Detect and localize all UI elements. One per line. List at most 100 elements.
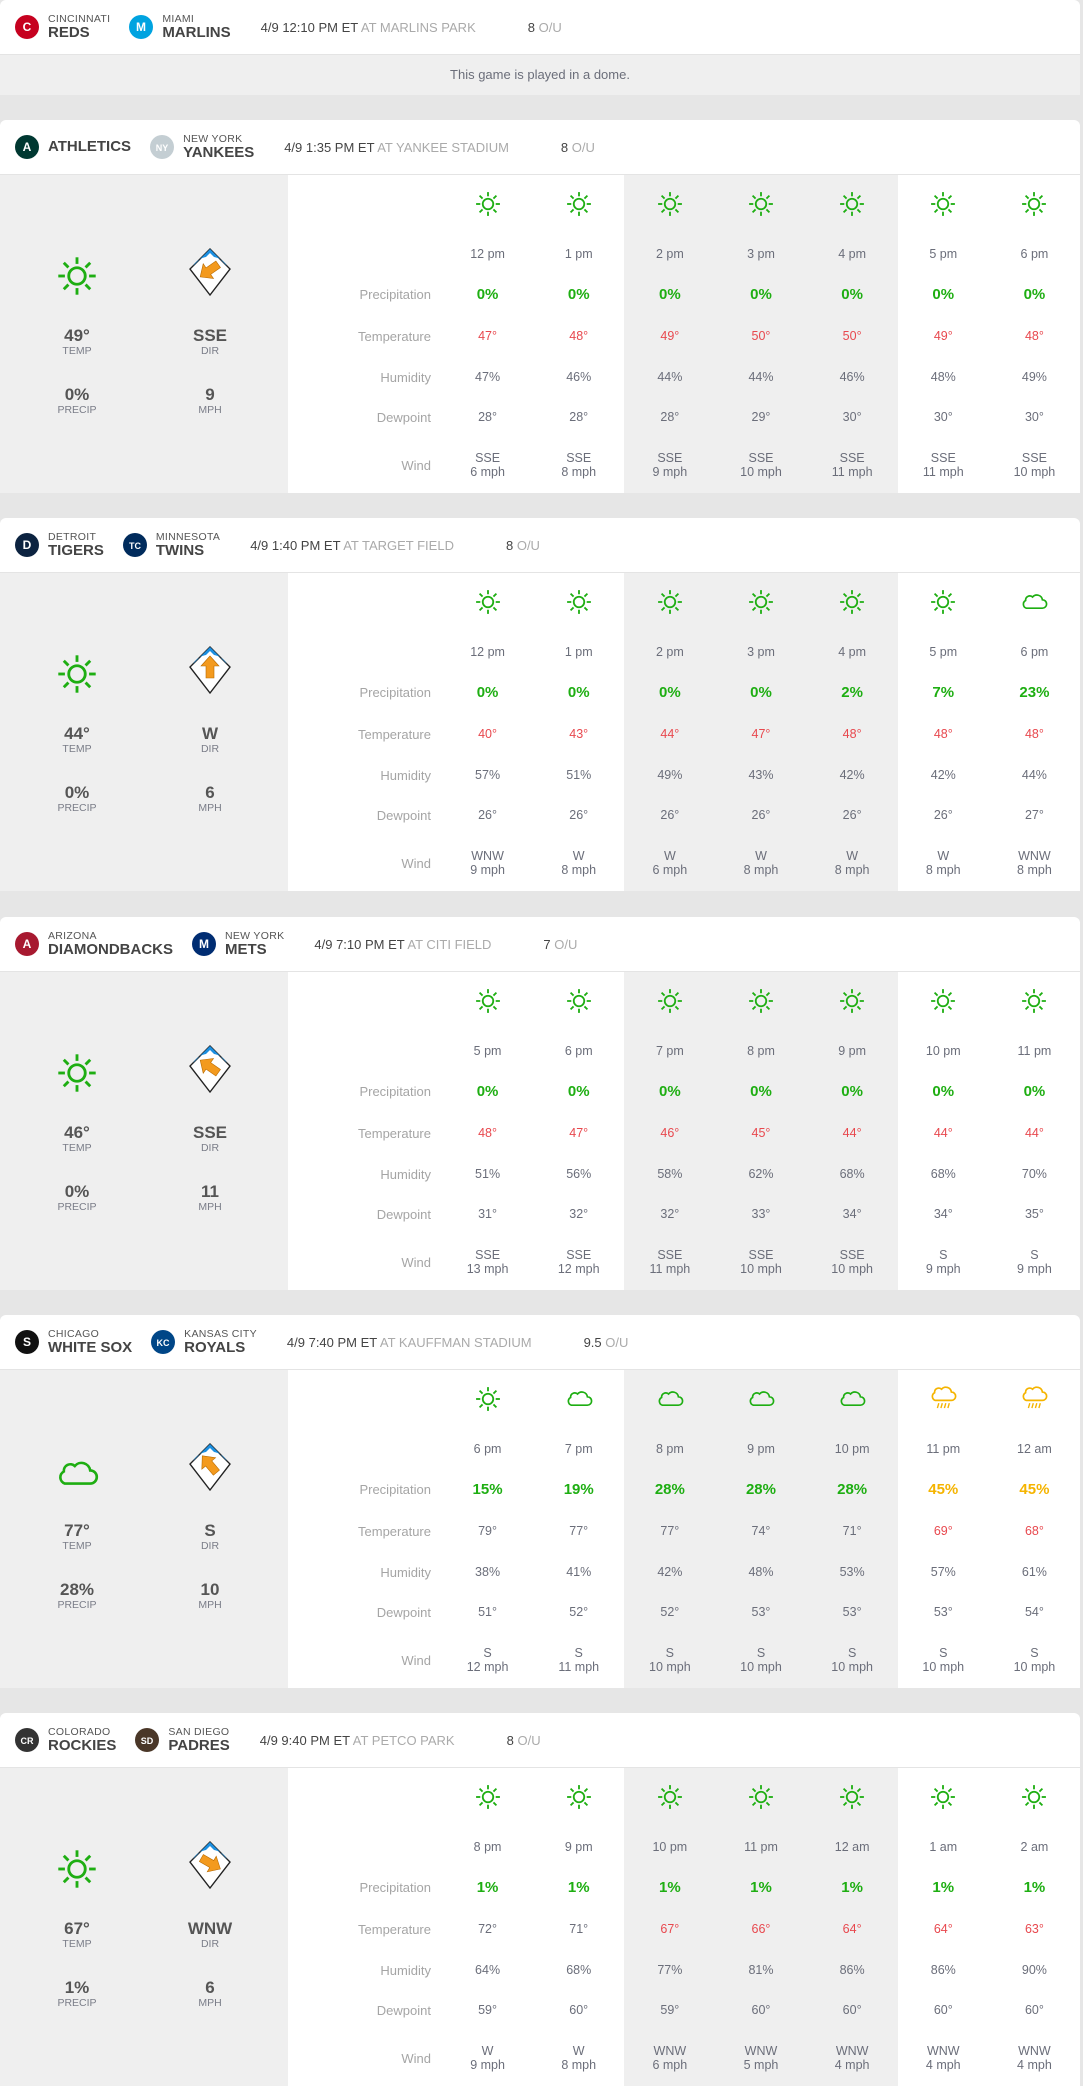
precip-value: 1% — [1023, 1878, 1046, 1896]
dewpoint-label: Dewpoint — [376, 1206, 431, 1222]
temp-value: 63° — [1024, 1922, 1044, 1936]
wind-value: SSE 8 mph — [533, 437, 624, 493]
precip-value: 1% — [567, 1878, 590, 1896]
hour-time: 7 pm — [564, 1442, 593, 1456]
away-team[interactable]: A ATHLETICS — [14, 133, 131, 161]
home-team[interactable]: KC KANSAS CITY ROYALS — [150, 1328, 257, 1356]
precip-label: Precipitation — [359, 1481, 431, 1497]
sun-icon — [533, 1768, 624, 1828]
home-team[interactable]: M NEW YORK METS — [191, 930, 284, 958]
home-team[interactable]: NY NEW YORK YANKEES — [149, 133, 254, 161]
summary-speed-label: MPH — [198, 1201, 222, 1213]
wind-value: S 10 mph — [807, 1632, 898, 1688]
precip-label: Precipitation — [359, 684, 431, 700]
temp-value: 48° — [933, 727, 953, 741]
weather-summary: 77° TEMP S DIR 28% PRECIP 10 MPH — [0, 1370, 288, 1688]
royals-logo: KC — [150, 1328, 176, 1356]
hour-time: 2 pm — [655, 247, 684, 261]
ou-label: O/U — [538, 19, 562, 35]
humidity-value: 86% — [930, 1963, 956, 1977]
wind-dir: S — [665, 1646, 675, 1660]
wind-label: Wind — [401, 2050, 431, 2066]
away-team[interactable]: S CHICAGO WHITE SOX — [14, 1328, 132, 1356]
weather-summary: 67° TEMP WNW DIR 1% PRECIP 6 MPH — [0, 1768, 288, 2086]
svg-text:S: S — [23, 1335, 31, 1349]
precip-value: 0% — [1023, 285, 1046, 303]
humidity-value: 38% — [475, 1565, 501, 1579]
hour-time: 12 pm — [470, 645, 505, 659]
over-under: 8 O/U — [561, 140, 595, 155]
away-team[interactable]: CR COLORADO ROCKIES — [14, 1726, 116, 1754]
wind-speed: 12 mph — [557, 1262, 600, 1276]
wind-speed: 10 mph — [922, 1660, 965, 1674]
wind-direction-compass-icon — [188, 1442, 232, 1497]
wind-dir: WNW — [471, 849, 504, 863]
humidity-value: 64% — [475, 1963, 501, 1977]
precip-value: 0% — [750, 683, 772, 701]
team-name: YANKEES — [183, 143, 255, 161]
team-city: MINNESOTA — [155, 530, 221, 543]
humidity-label: Humidity — [380, 369, 431, 385]
rain-icon — [989, 1370, 1080, 1430]
ou-label: O/U — [516, 537, 540, 553]
home-team[interactable]: SD SAN DIEGO PADRES — [134, 1726, 230, 1754]
humidity-label: Humidity — [380, 1962, 431, 1978]
humidity-value: 86% — [839, 1963, 865, 1977]
dewpoint-label: Dewpoint — [376, 409, 431, 425]
over-under: 9.5 O/U — [584, 1335, 629, 1350]
temp-value: 48° — [569, 329, 589, 343]
venue: AT KAUFFMAN STADIUM — [379, 1334, 532, 1350]
over-under: 7 O/U — [543, 937, 577, 952]
home-team[interactable]: M MIAMI MARLINS — [128, 13, 231, 41]
home-team[interactable]: TC MINNESOTA TWINS — [122, 531, 220, 559]
wind-dir: SSE — [839, 1248, 865, 1262]
cloud-icon — [55, 1455, 99, 1495]
dewpoint-value: 28° — [569, 410, 589, 424]
away-team[interactable]: C CINCINNATI REDS — [14, 13, 110, 41]
summary-speed-label: MPH — [198, 1997, 222, 2009]
game-time: 4/9 7:10 PM ET AT CITI FIELD — [314, 937, 491, 952]
precip-value: 1% — [476, 1878, 499, 1896]
over-under: 8 O/U — [506, 538, 540, 553]
game-time: 4/9 1:40 PM ET AT TARGET FIELD — [250, 538, 454, 553]
hour-time: 12 am — [834, 1840, 870, 1854]
precip-value: 45% — [1019, 1480, 1050, 1498]
ou-value: 8 — [527, 19, 535, 35]
dewpoint-value: 53° — [933, 1605, 953, 1619]
wind-dir: W — [663, 849, 676, 863]
dewpoint-value: 29° — [751, 410, 771, 424]
dewpoint-value: 60° — [569, 2003, 589, 2017]
dewpoint-value: 51° — [478, 1605, 498, 1619]
away-team[interactable]: A ARIZONA DIAMONDBACKS — [14, 930, 173, 958]
summary-temp: 77° — [64, 1521, 90, 1540]
hour-time: 10 pm — [652, 1840, 688, 1854]
temp-value: 50° — [842, 329, 862, 343]
sun-icon — [55, 1051, 99, 1100]
humidity-label: Humidity — [380, 1166, 431, 1182]
humidity-value: 81% — [748, 1963, 774, 1977]
summary-temp-label: TEMP — [62, 743, 92, 755]
rockies-logo: CR — [14, 1726, 40, 1754]
hour-time: 6 pm — [564, 1044, 593, 1058]
temp-value: 79° — [478, 1524, 498, 1538]
sun-icon — [989, 1768, 1080, 1828]
summary-precip-label: PRECIP — [57, 802, 97, 814]
wind-speed: 10 mph — [649, 1660, 691, 1674]
away-team[interactable]: D DETROIT TIGERS — [14, 531, 104, 559]
summary-temp: 44° — [64, 724, 90, 743]
svg-text:D: D — [23, 538, 32, 552]
hour-time: 8 pm — [655, 1442, 684, 1456]
game-card: A ATHLETICS NY NEW YORK YANKEES 4/9 1:35… — [0, 120, 1080, 493]
temp-value: 77° — [660, 1524, 680, 1538]
wind-dir: S — [756, 1646, 766, 1660]
dewpoint-value: 60° — [1024, 2003, 1044, 2017]
precip-value: 0% — [659, 1082, 681, 1100]
athletics-logo: A — [14, 133, 40, 161]
summary-temp-label: TEMP — [62, 1142, 92, 1154]
wind-speed: 4 mph — [1017, 2058, 1052, 2072]
team-name: PADRES — [168, 1736, 230, 1754]
precip-value: 28% — [837, 1480, 868, 1498]
precip-value: 28% — [745, 1480, 776, 1498]
ou-label: O/U — [554, 936, 578, 952]
